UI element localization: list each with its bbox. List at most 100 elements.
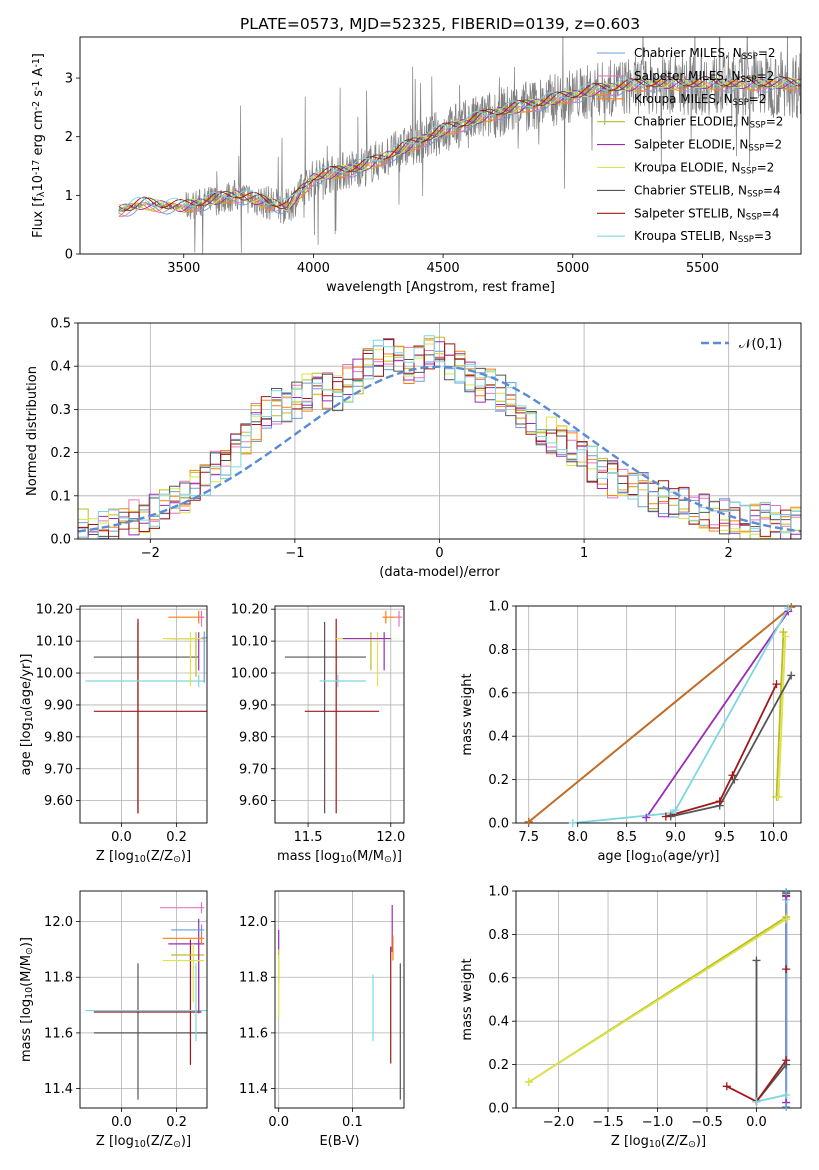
weight-marker <box>782 915 791 924</box>
panel-weight-vs-Z: −2.0 −1.5 −1.0 −0.5 0.0 0.0 0.2 0.4 0.6 0.8 1.0 Z [… <box>460 885 802 1150</box>
weight-marker <box>781 632 790 641</box>
x-tick-label: 0.0 <box>268 1115 289 1130</box>
panel-weight-vs-age: 7.5 8.0 8.5 9.0 9.5 10.0 0.0 0.2 0.4 0.6 0.8 1.0 age… <box>460 600 802 865</box>
plot-area-weight-vs-Z <box>528 892 788 1107</box>
weight-line <box>572 607 790 823</box>
y-tick-label: 11.6 <box>44 1026 73 1041</box>
error-bar-point <box>93 618 207 814</box>
weight-marker <box>661 812 670 821</box>
x-tick-label: −1.5 <box>592 1115 624 1130</box>
error-bar-point <box>336 632 380 671</box>
y-tick-label: 0.8 <box>488 643 509 658</box>
x-tick-label: −0.5 <box>691 1115 723 1130</box>
x-axis-label: Z [log10(Z/Z⊙)] <box>611 1134 706 1150</box>
x-tick-label: 0.2 <box>166 1115 187 1130</box>
x-axis-label: E(B-V) <box>319 1134 359 1149</box>
model-spectrum <box>118 81 801 218</box>
legend-entry: Kroupa STELIB, NSSP=3 <box>634 229 772 245</box>
model-spectrum <box>118 77 801 212</box>
panel-age-vs-mass: 11.5 12.0 9.60 9.70 9.80 9.90 10.00 10.10 10.20 m… <box>231 603 405 865</box>
y-tick-label: 0 <box>65 248 73 263</box>
x-axis-label: mass [log10(M/M⊙)] <box>277 849 402 865</box>
x-tick-label: 9.5 <box>714 830 735 845</box>
x-tick-label: 0.0 <box>746 1115 767 1130</box>
x-tick-label: 0.2 <box>166 830 187 845</box>
legend-entry: 𝒩(0,1) <box>739 337 782 352</box>
y-tick-label: 12.0 <box>44 915 73 930</box>
weight-marker <box>524 1077 533 1086</box>
observed-spectrum <box>118 37 801 254</box>
y-tick-label: 10.00 <box>231 667 268 682</box>
x-tick-label: 9.0 <box>665 830 686 845</box>
y-tick-label: 11.8 <box>239 971 268 986</box>
weight-marker <box>784 604 793 613</box>
axes-frame <box>77 322 802 540</box>
y-axis-label: mass weight <box>460 958 475 1040</box>
weight-line <box>777 636 787 798</box>
error-bar-point <box>171 924 205 936</box>
weight-marker <box>728 771 737 780</box>
weight-marker <box>782 1090 791 1099</box>
x-tick-label: 10.0 <box>759 830 788 845</box>
plot-area-spectrum <box>118 37 801 254</box>
error-bar-point <box>395 610 403 627</box>
x-tick-label: 5500 <box>686 261 719 276</box>
model-spectrum <box>118 77 801 211</box>
x-tick-label: 0 <box>435 546 443 561</box>
weight-line <box>645 610 790 819</box>
y-tick-label: 9.90 <box>239 698 268 713</box>
axes-frame <box>79 890 208 1109</box>
y-tick-label: 0.0 <box>488 1102 509 1117</box>
y-tick-label: 11.8 <box>44 971 73 986</box>
x-axis-label: age [log10(age/yr)] <box>597 849 719 865</box>
x-tick-label: 11.5 <box>294 830 323 845</box>
error-bar-point <box>162 632 205 687</box>
y-tick-label: 2 <box>65 130 73 145</box>
x-tick-label: 3500 <box>167 261 200 276</box>
error-bar-point <box>160 902 205 914</box>
y-axis-label: mass weight <box>460 673 475 755</box>
y-tick-label: 11.6 <box>239 1026 268 1041</box>
y-tick-label: 0.0 <box>488 817 509 832</box>
x-tick-label: 0.0 <box>111 1115 132 1130</box>
plot-area-age-vs-mass <box>284 610 403 814</box>
error-bar-point <box>319 674 366 688</box>
error-bar-point <box>168 918 205 1014</box>
axes-frame <box>274 605 405 824</box>
x-tick-label: 5000 <box>556 261 589 276</box>
y-tick-label: 11.4 <box>44 1082 73 1097</box>
x-tick-label: 8.5 <box>616 830 637 845</box>
x-tick-label: 7.5 <box>518 830 539 845</box>
legend-entry: Salpeter MILES, NSSP=2 <box>634 69 774 85</box>
weight-marker <box>782 888 791 897</box>
x-tick-label: 12.0 <box>376 830 405 845</box>
y-tick-label: 0.5 <box>50 317 71 332</box>
error-bar-point <box>85 963 207 1042</box>
x-tick-label: 4000 <box>297 261 330 276</box>
axes-frame <box>79 36 802 255</box>
axes-frame <box>515 605 802 824</box>
error-bar-point <box>342 632 391 671</box>
spectrum-legend: Chabrier MILES, NSSP=2 Salpeter MILES, NS… <box>597 46 783 245</box>
weight-line <box>528 606 792 823</box>
panel-spectrum: 3500 4000 4500 5000 5500 0 1 2 3 wavelength [Angs… <box>31 36 802 295</box>
x-tick-label: −1.0 <box>642 1115 674 1130</box>
weight-marker <box>752 1097 761 1106</box>
error-bar-point <box>201 631 207 683</box>
error-bar-point <box>162 932 205 944</box>
x-axis-label: wavelength [Angstrom, rest frame] <box>326 280 555 295</box>
plot-area-age-vs-Z <box>85 610 207 814</box>
x-axis-label: Z [log10(Z/Z⊙)] <box>96 849 191 865</box>
weight-marker <box>568 819 577 827</box>
weight-marker <box>722 1082 731 1091</box>
model-spectrum <box>118 75 801 212</box>
x-tick-label: −2 <box>141 546 160 561</box>
weight-marker <box>642 813 651 822</box>
y-tick-label: 0.0 <box>50 533 71 548</box>
x-tick-label: 0.0 <box>111 830 132 845</box>
panel-residuals: −2 −1 0 1 2 0.0 0.1 0.2 0.3 0.4 0.5 (data-model)/er… <box>25 317 802 580</box>
figure-title: PLATE=0573, MJD=52325, FIBERID=0139, z=0… <box>240 15 640 33</box>
y-axis-label: age [log10(age/yr)] <box>19 653 35 775</box>
weight-marker <box>782 1102 791 1111</box>
weight-marker <box>774 792 783 801</box>
